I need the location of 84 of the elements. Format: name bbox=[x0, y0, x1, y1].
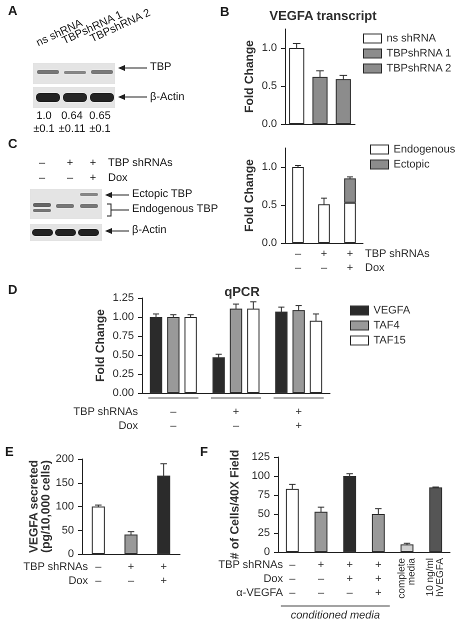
legend-label: ns shRNA bbox=[386, 32, 437, 44]
y-tick-label: 0.00 bbox=[112, 387, 134, 399]
text: TBP shRNAs bbox=[23, 561, 88, 573]
legend-label: TBPshRNA 1 bbox=[386, 48, 452, 60]
text: 1.0 ±0.1 bbox=[33, 110, 55, 136]
text: β-Actin bbox=[150, 91, 184, 104]
text: TBP shRNAs bbox=[365, 248, 430, 260]
y-tick-label: 50 bbox=[62, 524, 74, 536]
text: – bbox=[38, 157, 46, 170]
y-tick-label: 0 bbox=[264, 546, 270, 558]
y-tick-label: 1.0 bbox=[262, 161, 277, 173]
x-tick-label: + + bbox=[346, 248, 354, 274]
x-tick-label: + + – bbox=[346, 559, 354, 599]
legend-label: Ectopic bbox=[394, 158, 430, 170]
y-tick-label: 0.25 bbox=[112, 368, 134, 380]
chart-title: qPCR bbox=[224, 284, 260, 299]
y-tick-label: 200 bbox=[56, 453, 74, 465]
text: conditioned media bbox=[290, 610, 380, 622]
y-tick-label: 0.5 bbox=[262, 199, 277, 211]
y-tick-label: 0 bbox=[68, 548, 74, 560]
y-axis-title: Fold Change bbox=[93, 308, 107, 382]
text: + bbox=[90, 172, 96, 185]
legend-label: TAF4 bbox=[374, 320, 400, 332]
y-tick-label: 75 bbox=[258, 489, 270, 501]
y-tick-label: 1.00 bbox=[112, 311, 134, 323]
text: TBP shRNAs bbox=[218, 559, 284, 571]
x-tick-label: + – bbox=[232, 406, 240, 432]
y-tick-label: 100 bbox=[252, 470, 270, 482]
text: Dox bbox=[365, 262, 386, 274]
y-tick-label: 1.25 bbox=[112, 292, 134, 304]
y-tick-label: 0.50 bbox=[112, 349, 134, 361]
y-tick-label: 125 bbox=[252, 451, 270, 463]
text: TBP bbox=[150, 61, 172, 74]
text: 0.65 ±0.1 bbox=[89, 110, 111, 136]
text: + bbox=[90, 157, 96, 170]
y-tick-label: 150 bbox=[56, 476, 74, 489]
text: 0.64 ±0.11 bbox=[58, 110, 86, 136]
text: Dox bbox=[263, 573, 284, 585]
text: + bbox=[66, 157, 74, 170]
x-tick-label: + + bbox=[295, 406, 302, 432]
text: Dox bbox=[108, 172, 128, 185]
y-axis-title: Fold Change bbox=[242, 40, 256, 113]
y-tick-label: 1.0 bbox=[262, 42, 277, 54]
y-tick-label: 0.5 bbox=[262, 80, 277, 92]
x-tick-label: + – bbox=[320, 248, 328, 274]
y-tick-label: 25 bbox=[258, 527, 270, 539]
x-tick-label: + – – bbox=[318, 559, 325, 599]
x-tick-label: + + + bbox=[375, 559, 382, 599]
text: – bbox=[38, 172, 46, 185]
text: Ectopic TBP bbox=[132, 188, 192, 201]
x-tick-label: – – – bbox=[289, 559, 296, 599]
legend-label: VEGFA bbox=[374, 304, 411, 316]
y-tick-label: 100 bbox=[56, 500, 74, 512]
text: Dox bbox=[118, 420, 138, 432]
text: TBP shRNAs bbox=[73, 406, 138, 418]
text: A bbox=[8, 3, 18, 18]
text: C bbox=[8, 136, 18, 151]
text: – bbox=[66, 172, 74, 185]
text: D bbox=[8, 282, 18, 297]
y-axis-title: Fold Change bbox=[242, 158, 256, 232]
text: Endogenous TBP bbox=[132, 203, 218, 216]
x-tick-label: complete media bbox=[396, 558, 418, 599]
text: α-VEGFA bbox=[236, 587, 284, 599]
x-tick-label: – – bbox=[95, 561, 102, 587]
legend-label: Endogenous bbox=[394, 144, 456, 156]
text: E bbox=[5, 444, 14, 459]
y-tick-label: 0.0 bbox=[262, 237, 277, 249]
x-tick-label: – – bbox=[294, 248, 302, 274]
x-tick-label: – – bbox=[170, 406, 178, 432]
text: β-Actin bbox=[132, 224, 166, 237]
text: Dox bbox=[68, 575, 88, 587]
x-tick-label: + – bbox=[128, 561, 135, 587]
y-axis-title: VEGFA secreted (pg/10,000 cells) bbox=[26, 460, 53, 553]
y-tick-label: 50 bbox=[258, 508, 270, 520]
text: F bbox=[200, 444, 208, 459]
text: TBP shRNAs bbox=[108, 157, 173, 170]
y-axis-title: # of Cells/40X Field bbox=[228, 450, 242, 560]
chart-title: VEGFA transcript bbox=[269, 8, 378, 23]
y-tick-label: 0.0 bbox=[262, 118, 277, 130]
y-tick-label: 0.75 bbox=[112, 330, 134, 342]
x-tick-label: + + bbox=[160, 561, 167, 587]
legend-label: TAF15 bbox=[374, 334, 406, 346]
legend-label: TBPshRNA 2 bbox=[386, 62, 452, 74]
text: B bbox=[220, 4, 230, 19]
